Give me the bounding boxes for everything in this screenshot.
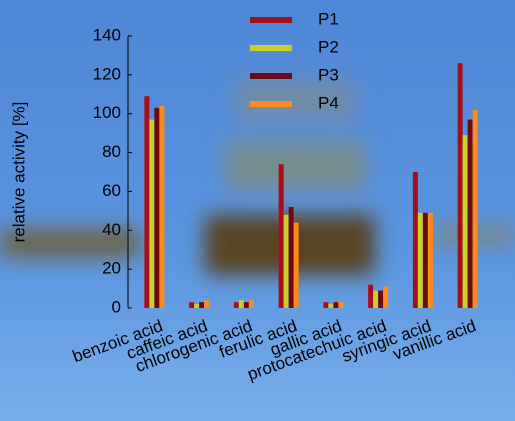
bar: [413, 172, 418, 308]
y-tick-label: 40: [102, 220, 121, 239]
bar: [239, 300, 244, 308]
bar: [383, 287, 388, 308]
bar: [189, 302, 194, 308]
bar: [418, 213, 423, 308]
bar: [463, 135, 468, 308]
y-tick-label: 80: [102, 142, 121, 161]
bar: [473, 110, 478, 308]
bar: [289, 207, 294, 308]
chart: relative activity [%] 0 20 40 60 80 100 120 140…: [0, 0, 515, 421]
bar: [423, 213, 428, 308]
bar: [194, 304, 199, 308]
legend-label: P2: [318, 37, 339, 56]
bar: [428, 213, 433, 308]
bar: [244, 302, 249, 308]
bar: [144, 96, 149, 308]
bar: [328, 304, 333, 308]
bar: [458, 63, 463, 308]
bar: [284, 215, 289, 308]
bar: [468, 120, 473, 308]
bar: [338, 302, 343, 308]
legend-label: P3: [318, 65, 339, 84]
y-tick-label: 0: [112, 297, 121, 316]
bar: [373, 291, 378, 308]
bar: [199, 302, 204, 308]
bar: [234, 302, 239, 308]
bar: [333, 302, 338, 308]
bar: [368, 285, 373, 308]
bar: [378, 291, 383, 308]
y-tick-label: 140: [93, 25, 121, 44]
bar: [204, 300, 209, 308]
y-tick-label: 100: [93, 103, 121, 122]
legend-label: P4: [318, 93, 339, 112]
y-tick-label: 60: [102, 181, 121, 200]
bar: [149, 120, 154, 308]
y-tick-label: 20: [102, 259, 121, 278]
bar: [249, 300, 254, 308]
bar: [279, 164, 284, 308]
y-tick-label: 120: [93, 64, 121, 83]
bar: [294, 223, 299, 308]
bar: [154, 108, 159, 308]
bar: [323, 302, 328, 308]
legend-label: P1: [318, 9, 339, 28]
y-axis-label: relative activity [%]: [9, 102, 28, 243]
bar: [159, 106, 164, 308]
